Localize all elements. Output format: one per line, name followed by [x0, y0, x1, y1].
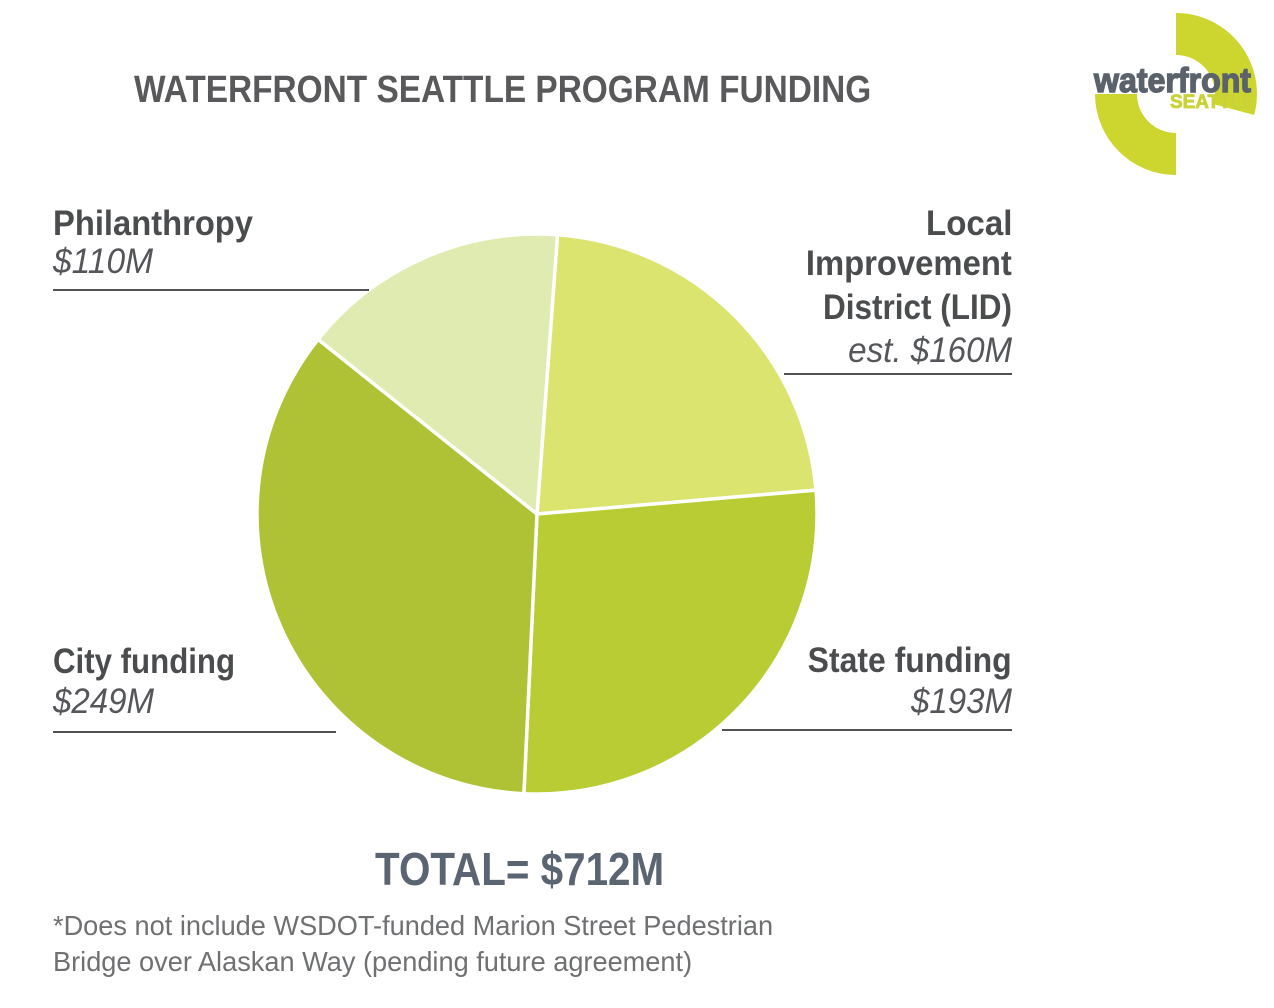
svg-text:SEATTLE: SEATTLE [1170, 92, 1255, 113]
svg-text:waterfront: waterfront [1093, 62, 1251, 100]
